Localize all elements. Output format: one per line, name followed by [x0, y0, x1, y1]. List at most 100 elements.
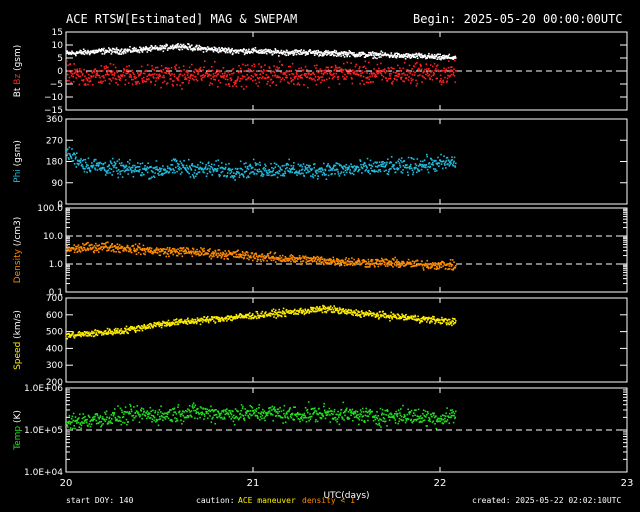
data-point: [272, 308, 275, 311]
data-point: [252, 313, 254, 315]
data-point: [252, 69, 255, 72]
data-point: [432, 168, 435, 170]
data-point: [212, 76, 214, 78]
data-point: [123, 69, 126, 71]
data-point: [267, 172, 269, 174]
data-point: [450, 263, 452, 266]
data-point: [275, 84, 277, 86]
data-point: [332, 51, 335, 53]
data-point: [247, 77, 249, 79]
data-point: [406, 261, 409, 263]
data-point: [424, 319, 426, 321]
data-point: [397, 263, 399, 266]
data-point: [229, 172, 232, 175]
data-point: [96, 164, 98, 166]
data-point: [183, 47, 186, 49]
data-point: [161, 248, 164, 251]
data-point: [106, 73, 109, 75]
data-point: [426, 55, 429, 57]
data-point: [220, 171, 223, 174]
data-point: [249, 312, 251, 314]
data-point: [300, 310, 303, 312]
data-point: [349, 172, 352, 175]
data-point: [432, 74, 435, 76]
data-point: [134, 49, 137, 51]
data-point: [410, 263, 413, 265]
data-point: [106, 170, 108, 172]
data-point: [367, 76, 369, 79]
data-point: [92, 416, 94, 419]
data-point: [384, 52, 386, 54]
data-point: [79, 51, 81, 53]
data-point: [171, 251, 173, 254]
data-point: [82, 80, 84, 82]
data-point: [270, 78, 273, 81]
data-point: [145, 411, 148, 414]
data-point: [177, 404, 180, 406]
data-point: [346, 312, 349, 314]
data-point: [321, 76, 324, 78]
data-point: [294, 49, 296, 52]
data-point: [349, 72, 351, 74]
data-point: [74, 158, 77, 160]
data-point: [441, 322, 444, 324]
data-point: [161, 76, 164, 79]
data-point: [452, 323, 455, 325]
data-point: [123, 413, 125, 415]
data-point: [158, 325, 161, 328]
data-point: [88, 416, 91, 419]
data-point: [152, 325, 155, 328]
data-point: [185, 169, 187, 172]
data-point: [334, 173, 336, 175]
data-point: [405, 55, 408, 58]
data-point: [282, 73, 285, 75]
data-point: [190, 320, 193, 323]
data-point: [342, 51, 344, 54]
data-point: [413, 261, 416, 263]
data-point: [210, 48, 213, 51]
data-point: [130, 78, 133, 81]
data-point: [88, 73, 90, 76]
data-point: [320, 81, 322, 84]
data-point: [254, 73, 256, 75]
data-point: [406, 166, 409, 169]
data-point: [324, 51, 327, 54]
data-point: [447, 66, 450, 69]
data-point: [317, 71, 320, 74]
data-point: [67, 333, 69, 335]
data-point: [285, 308, 288, 311]
data-point: [333, 75, 336, 78]
data-point: [80, 70, 82, 72]
data-point: [198, 253, 200, 255]
data-point: [170, 168, 173, 171]
data-point: [165, 415, 167, 418]
data-point: [92, 165, 94, 168]
data-point: [377, 315, 379, 318]
data-point: [265, 77, 267, 80]
data-point: [183, 252, 186, 255]
data-point: [337, 54, 339, 56]
data-point: [391, 258, 394, 260]
data-point: [394, 78, 396, 81]
data-point: [390, 261, 393, 264]
data-point: [390, 314, 392, 317]
data-point: [113, 161, 116, 163]
data-point: [160, 86, 162, 89]
data-point: [364, 169, 367, 172]
data-point: [288, 52, 290, 55]
data-point: [300, 169, 303, 171]
data-point: [103, 167, 105, 169]
data-point: [116, 418, 118, 420]
data-point: [126, 48, 129, 51]
data-point: [256, 260, 258, 262]
data-point: [422, 269, 425, 271]
data-point: [199, 66, 202, 69]
data-point: [169, 78, 171, 80]
data-point: [156, 73, 158, 76]
data-point: [396, 167, 399, 169]
series-speed: [66, 304, 457, 340]
data-point: [180, 70, 183, 73]
data-point: [315, 310, 318, 313]
data-point: [108, 47, 110, 49]
data-point: [397, 266, 400, 268]
